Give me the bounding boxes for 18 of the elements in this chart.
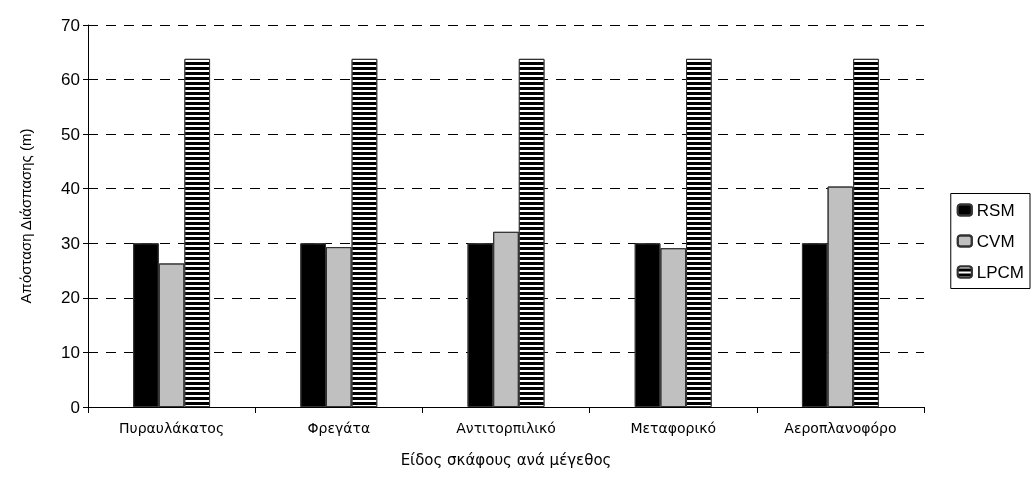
x-axis-title: Είδος σκάφους ανά μέγεθος bbox=[400, 450, 612, 469]
x-tick-label: Μεταφορικό bbox=[630, 420, 716, 436]
y-tick-label: 70 bbox=[61, 15, 80, 35]
x-tick-label: Φρεγάτα bbox=[307, 420, 371, 436]
y-axis-title: Απόσταση Διάσπασης (m) bbox=[17, 128, 34, 304]
x-tick-label: Πυραυλάκατος bbox=[119, 420, 225, 436]
y-tick-label: 30 bbox=[61, 233, 80, 253]
legend-label: RSM bbox=[976, 200, 1015, 220]
y-tick-label: 50 bbox=[61, 124, 80, 144]
x-tick-label: Αεροπλανοφόρο bbox=[784, 420, 897, 436]
y-tick-label: 10 bbox=[61, 342, 80, 362]
legend-label: LPCM bbox=[976, 262, 1024, 282]
x-tick-label: Αντιτορπιλικό bbox=[456, 420, 556, 436]
y-tick-label: 60 bbox=[61, 70, 80, 90]
y-tick-label: 0 bbox=[70, 397, 80, 417]
legend-label: CVM bbox=[976, 231, 1015, 251]
y-tick-label: 20 bbox=[61, 288, 80, 308]
y-tick-label: 40 bbox=[61, 179, 80, 199]
